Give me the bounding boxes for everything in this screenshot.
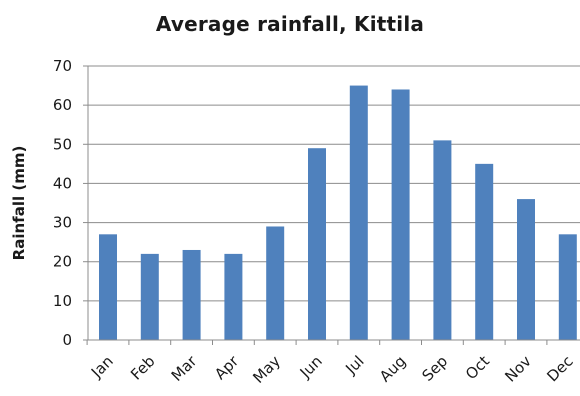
y-tick-label: 40 xyxy=(53,174,72,192)
y-tick-label: 30 xyxy=(53,214,72,232)
x-tick-label: Jul xyxy=(341,352,367,378)
bar-jan xyxy=(99,234,117,340)
x-tick-label: Dec xyxy=(543,352,576,385)
x-tick-labels: Jan Feb Mar Apr May Jun Jul Aug Sep Oct Nov Dec xyxy=(87,352,577,387)
bar-mar xyxy=(182,249,201,340)
bar-jun xyxy=(308,148,326,340)
bar-dec xyxy=(558,234,577,340)
y-tick-label: 10 xyxy=(53,292,72,310)
x-tick-label: May xyxy=(249,352,284,387)
y-tick-label: 60 xyxy=(53,96,72,114)
x-tick-label: Oct xyxy=(462,352,493,383)
x-tick-label: Jan xyxy=(87,352,117,382)
bar-sep xyxy=(433,140,452,340)
x-tick-label: Apr xyxy=(211,352,243,384)
bar-nov xyxy=(517,199,535,340)
gridlines xyxy=(88,65,580,302)
x-tick-label: Nov xyxy=(501,352,535,386)
x-tick-label: Aug xyxy=(376,352,409,385)
x-tick-label: Mar xyxy=(168,352,201,385)
bar-oct xyxy=(475,163,494,340)
bars xyxy=(99,85,577,340)
bar-aug xyxy=(391,89,410,340)
bar-jul xyxy=(349,85,368,340)
bar-may xyxy=(266,226,285,340)
x-tick-label: Jun xyxy=(296,352,326,382)
x-tick-label: Sep xyxy=(419,352,452,385)
y-axis-title: Rainfall (mm) xyxy=(10,146,28,261)
y-tick-label: 50 xyxy=(53,135,72,153)
axes xyxy=(83,65,580,345)
y-tick-label: 70 xyxy=(53,57,72,75)
y-tick-label: 0 xyxy=(62,331,72,349)
y-tick-label: 20 xyxy=(53,253,72,271)
bar-apr xyxy=(224,253,243,340)
bar-feb xyxy=(140,253,159,340)
y-tick-labels: 0 10 20 30 40 50 60 70 xyxy=(53,57,72,349)
x-tick-label: Feb xyxy=(127,352,159,384)
chart-title: Average rainfall, Kittila xyxy=(155,12,425,36)
